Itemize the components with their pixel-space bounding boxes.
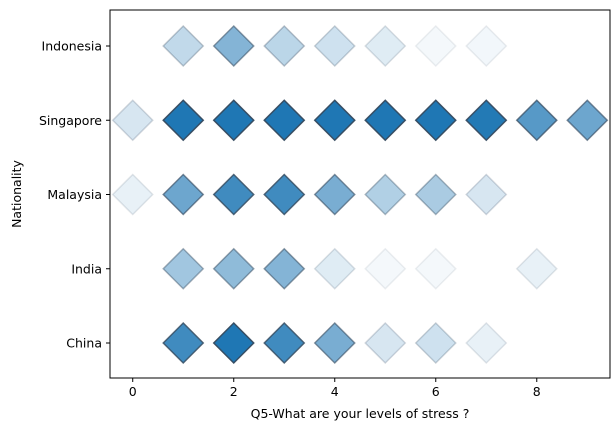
y-tick-label-singapore: Singapore — [39, 113, 102, 128]
x-tick-label: 0 — [129, 384, 137, 399]
marker-singapore-4 — [313, 99, 356, 142]
marker-singapore-0 — [111, 99, 154, 142]
marker-indonesia-2 — [212, 24, 255, 68]
marker-singapore-8 — [515, 99, 558, 142]
x-tick-label: 6 — [432, 384, 440, 399]
x-axis-label: Q5-What are your levels of stress ? — [251, 406, 470, 421]
marker-malaysia-6 — [414, 173, 457, 216]
marker-singapore-7 — [465, 99, 508, 142]
marker-indonesia-7 — [465, 24, 508, 68]
x-tick-label: 4 — [331, 384, 339, 399]
y-tick-label-china: China — [66, 336, 102, 351]
y-tick-label-malaysia: Malaysia — [47, 187, 102, 202]
marker-india-5 — [364, 247, 407, 290]
y-ticks: China India Malaysia Singapore Indonesia — [39, 39, 110, 351]
marker-malaysia-3 — [263, 173, 306, 216]
y-tick-label-indonesia: Indonesia — [42, 39, 102, 54]
marker-singapore-3 — [263, 99, 306, 142]
marker-india-2 — [212, 247, 255, 290]
marker-india-3 — [263, 247, 306, 290]
marker-indonesia-3 — [263, 24, 306, 68]
marker-malaysia-5 — [364, 173, 407, 216]
y-tick-label-india: India — [71, 261, 102, 276]
marker-indonesia-6 — [414, 24, 457, 68]
marker-india-1 — [162, 247, 205, 290]
marker-malaysia-4 — [313, 173, 356, 216]
marker-indonesia-4 — [313, 24, 356, 68]
x-tick-label: 2 — [230, 384, 238, 399]
marker-singapore-1 — [162, 99, 205, 142]
marker-india-8 — [515, 247, 558, 290]
y-axis-label: Nationality — [9, 159, 24, 227]
marker-indonesia-1 — [162, 24, 205, 68]
marker-china-3 — [263, 321, 306, 365]
marker-singapore-9 — [566, 99, 609, 142]
marker-china-7 — [465, 321, 508, 365]
marker-china-5 — [364, 321, 407, 365]
marker-india-6 — [414, 247, 457, 290]
x-ticks: 0 2 4 6 8 — [129, 378, 541, 399]
marker-malaysia-0 — [111, 173, 154, 216]
markers-layer — [111, 24, 609, 365]
marker-china-6 — [414, 321, 457, 365]
marker-malaysia-2 — [212, 173, 255, 216]
marker-singapore-5 — [364, 99, 407, 142]
marker-malaysia-1 — [162, 173, 205, 216]
marker-china-2 — [212, 321, 255, 365]
marker-malaysia-7 — [465, 173, 508, 216]
marker-indonesia-5 — [364, 24, 407, 68]
marker-china-1 — [162, 321, 205, 365]
marker-singapore-6 — [414, 99, 457, 142]
marker-china-4 — [313, 321, 356, 365]
marker-singapore-2 — [212, 99, 255, 142]
marker-india-4 — [313, 247, 356, 290]
x-tick-label: 8 — [533, 384, 541, 399]
